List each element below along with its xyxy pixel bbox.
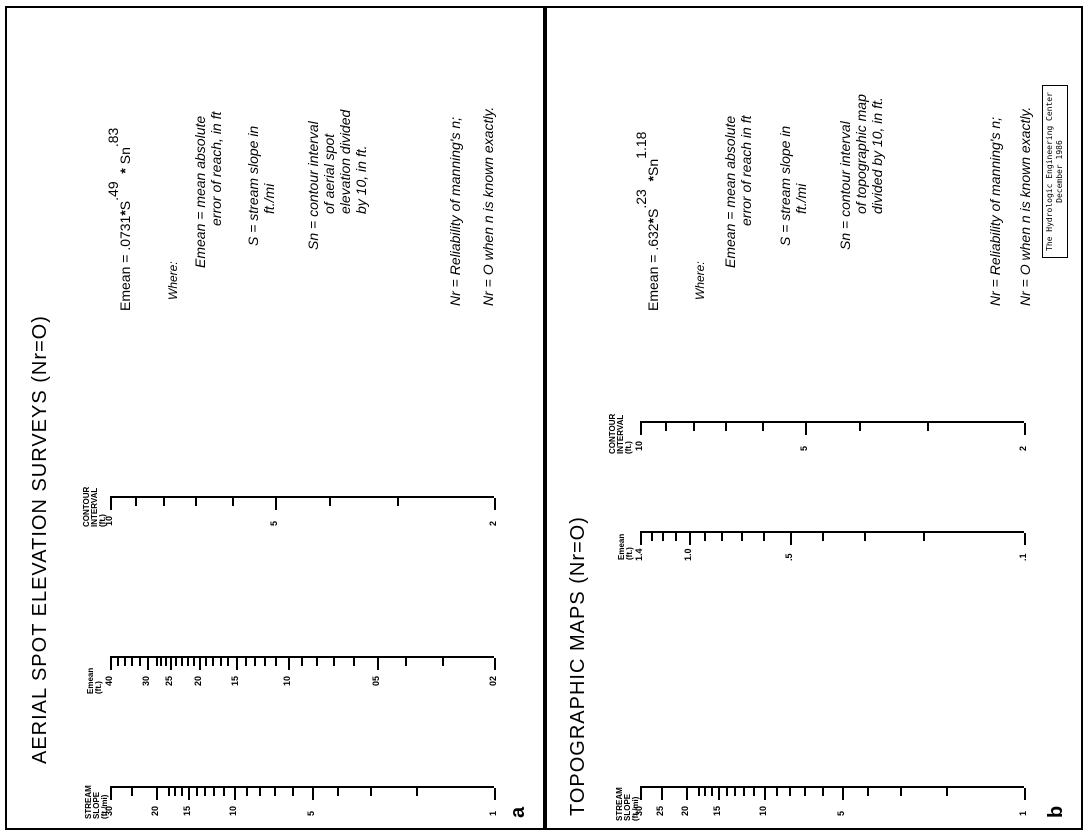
scale-tick: [231, 498, 234, 506]
tick-label: 10: [634, 440, 644, 451]
contour-interval-scale: 10 5 2: [104, 428, 498, 828]
tick-label: 2: [1018, 445, 1028, 451]
major-tick: [1024, 533, 1026, 545]
panel-topographic: TOPOGRAPHIC MAPS (Nr=O) b STREAM SLOPE (ft…: [545, 6, 1083, 830]
nr-note: Nr = O when n is known exactly.: [480, 106, 496, 306]
definition-emean: Emean = mean absolute error of reach, in …: [192, 111, 224, 268]
definition-sn: Sn = contour interval of aerial spot eleva…: [305, 109, 369, 250]
panel-aerial-spot: AERIAL SPOT ELEVATION SURVEYS (Nr=O) a S…: [5, 6, 545, 830]
major-tick: [275, 498, 278, 510]
tick-label: 2: [488, 520, 498, 526]
scale-tick: [163, 498, 166, 506]
major-tick: [1024, 423, 1026, 435]
panel-title: AERIAL SPOT ELEVATION SURVEYS (Nr=O): [29, 315, 51, 764]
scale-tick: [693, 423, 696, 431]
scale-tick: [725, 423, 728, 431]
definition-s: S = stream slope in ft./mi: [777, 125, 809, 246]
major-tick: [805, 423, 808, 435]
tick-label: 5: [269, 520, 280, 526]
emean-header: Emean (ft.): [617, 533, 634, 560]
major-tick: [494, 788, 496, 800]
panel-title: TOPOGRAPHIC MAPS (Nr=O): [567, 516, 589, 816]
scale-tick: [858, 423, 861, 431]
panel-letter: a: [507, 806, 529, 818]
major-tick: [110, 498, 112, 510]
contour-interval-header: CONTOUR INTERVAL (ft.): [608, 413, 633, 454]
scale-tick: [195, 498, 198, 506]
scale-tick: [397, 498, 400, 506]
tick-label: 5: [799, 445, 810, 451]
major-tick: [494, 498, 496, 510]
scale-tick: [135, 498, 138, 506]
major-tick: [640, 423, 642, 435]
definition-emean: Emean = mean absolute error of reach in f…: [722, 115, 754, 269]
tick-label: 10: [104, 515, 114, 526]
definition-sn: Sn = contour interval of topographic map d…: [837, 94, 885, 250]
emean-header: Emean (ft.): [86, 667, 103, 694]
scale-tick: [761, 423, 764, 431]
scale-line: [110, 496, 494, 498]
scale-line: [640, 421, 1024, 423]
nr-note: Nr = O when n is known exactly.: [1017, 106, 1033, 306]
regression-equation: Emean = .632*S.23 *Sn1.18: [633, 131, 661, 311]
nr-definition: Nr = Reliability of manning's n;: [447, 116, 463, 306]
scale-tick: [927, 423, 930, 431]
credit-box: The Hydrologic Engineering Center Decembe…: [1042, 85, 1068, 258]
major-tick: [494, 658, 496, 670]
definition-s: S = stream slope in ft./mi: [245, 125, 277, 246]
major-tick: [1024, 788, 1026, 800]
regression-equation: Emean = .0731*S.49 * Sn.83: [105, 127, 133, 311]
where-label: Where:: [693, 261, 707, 300]
nr-definition: Nr = Reliability of manning's n;: [987, 116, 1003, 306]
panel-letter: b: [1045, 805, 1067, 818]
scale-tick: [665, 423, 668, 431]
contour-interval-scale: 10 5 2: [634, 378, 1028, 828]
where-label: Where:: [166, 261, 180, 300]
scale-tick: [328, 498, 331, 506]
